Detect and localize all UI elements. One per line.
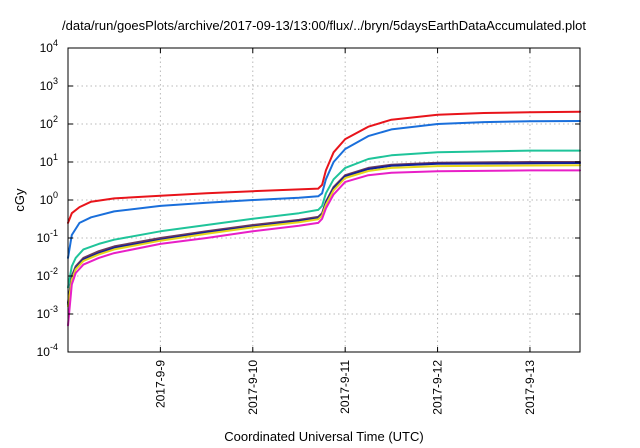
y-tick-base: 10 bbox=[40, 79, 54, 93]
x-tick-label: 2017-9-13 bbox=[523, 360, 537, 415]
y-tick-exponent: 1 bbox=[53, 152, 58, 162]
x-tick-label: 2017-9-9 bbox=[153, 360, 167, 408]
axis-ticks bbox=[68, 47, 580, 353]
series-line-2 bbox=[67, 120, 581, 259]
y-tick-base: 10 bbox=[37, 345, 51, 359]
x-tick-label: 2017-9-12 bbox=[431, 360, 445, 415]
y-tick-base: 10 bbox=[37, 307, 51, 321]
y-tick-exponent: 3 bbox=[53, 76, 58, 86]
series-layer bbox=[67, 110, 581, 327]
series-line-7 bbox=[67, 169, 581, 327]
y-tick-exponent: -2 bbox=[50, 266, 58, 276]
y-tick-exponent: -4 bbox=[50, 342, 58, 352]
y-tick-label: 10-2 bbox=[37, 266, 58, 283]
y-tick-base: 10 bbox=[37, 231, 51, 245]
series-line-5 bbox=[67, 162, 581, 306]
x-axis-label: Coordinated Universal Time (UTC) bbox=[224, 429, 423, 444]
chart-title: /data/run/goesPlots/archive/2017-09-13/1… bbox=[62, 18, 586, 33]
y-tick-label: 103 bbox=[40, 76, 58, 93]
y-tick-base: 10 bbox=[40, 117, 54, 131]
y-tick-exponent: 0 bbox=[53, 190, 58, 200]
x-tick-label: 2017-9-10 bbox=[246, 360, 260, 415]
series-line-4 bbox=[67, 161, 581, 304]
y-tick-label: 10-3 bbox=[37, 304, 58, 321]
x-tick-label: 2017-9-11 bbox=[338, 360, 352, 414]
y-tick-base: 10 bbox=[37, 269, 51, 283]
y-tick-exponent: -3 bbox=[50, 304, 58, 314]
y-tick-exponent: -1 bbox=[50, 228, 58, 238]
series-line-3 bbox=[67, 149, 581, 289]
y-tick-base: 10 bbox=[40, 193, 54, 207]
y-tick-exponent: 4 bbox=[53, 38, 58, 48]
grid bbox=[68, 48, 580, 352]
y-tick-label: 10-4 bbox=[37, 342, 58, 359]
y-axis-label: cGy bbox=[12, 188, 27, 212]
y-tick-base: 10 bbox=[40, 155, 54, 169]
x-tick-labels: 2017-9-9 2017-9-10 2017-9-11 2017-9-12 2017-… bbox=[153, 360, 537, 415]
y-tick-label: 100 bbox=[40, 190, 58, 207]
y-tick-label: 101 bbox=[40, 152, 58, 169]
y-tick-label: 102 bbox=[40, 114, 58, 131]
series-line-6 bbox=[67, 164, 581, 308]
y-tick-exponent: 2 bbox=[53, 114, 58, 124]
y-tick-label: 10-1 bbox=[37, 228, 58, 245]
series-line-1 bbox=[67, 110, 581, 224]
y-tick-label: 104 bbox=[40, 38, 58, 55]
y-tick-base: 10 bbox=[40, 41, 54, 55]
